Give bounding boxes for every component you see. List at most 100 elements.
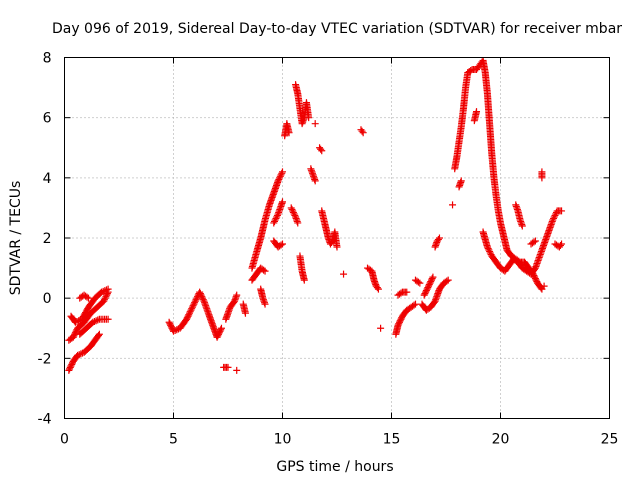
data-point — [165, 318, 173, 326]
data-point — [198, 293, 206, 301]
data-point — [317, 145, 325, 153]
data-point — [215, 330, 223, 338]
data-point — [318, 147, 326, 155]
data-point — [429, 273, 437, 281]
data-point — [558, 240, 566, 248]
data-point — [170, 327, 177, 335]
y-tick-label: -2 — [38, 351, 52, 367]
data-point — [395, 320, 403, 328]
data-point — [434, 236, 442, 244]
data-point — [443, 277, 451, 285]
data-point — [294, 219, 302, 227]
data-point — [411, 300, 419, 308]
data-point — [217, 326, 225, 334]
y-tick-label: -4 — [38, 412, 52, 428]
data-point — [92, 317, 100, 325]
data-point — [224, 363, 232, 371]
data-point — [214, 332, 222, 340]
data-point — [289, 208, 297, 216]
data-point — [261, 267, 269, 275]
data-point — [484, 245, 492, 253]
data-point — [70, 332, 78, 340]
data-point — [422, 288, 430, 296]
data-point — [73, 317, 81, 325]
y-tick-label: 4 — [43, 171, 52, 187]
data-point — [358, 127, 366, 135]
data-point — [424, 284, 432, 292]
data-point — [72, 327, 80, 335]
data-point — [550, 213, 558, 221]
data-point — [74, 351, 82, 359]
data-point — [485, 246, 493, 254]
y-tick-label: 6 — [43, 111, 52, 127]
data-point — [187, 306, 195, 314]
data-point — [216, 327, 224, 335]
chart-title: Day 096 of 2019, Sidereal Day-to-day VTE… — [52, 21, 622, 37]
data-point — [427, 278, 435, 286]
data-point — [192, 296, 200, 304]
data-point — [374, 285, 382, 293]
data-point — [531, 275, 539, 283]
data-point — [71, 318, 79, 326]
data-point — [444, 276, 452, 284]
data-point — [410, 301, 418, 309]
x-axis-label: GPS time / hours — [276, 459, 393, 475]
data-point — [279, 198, 286, 206]
data-point — [184, 312, 192, 320]
data-point — [277, 241, 285, 249]
data-point — [274, 177, 282, 185]
data-point — [185, 311, 193, 319]
data-point — [185, 309, 193, 317]
data-point — [197, 291, 205, 299]
data-point — [66, 363, 74, 371]
data-point — [377, 324, 385, 332]
data-point — [102, 286, 110, 294]
data-point — [333, 243, 341, 251]
data-point — [394, 321, 402, 329]
data-point — [486, 249, 494, 257]
data-point — [473, 108, 481, 116]
data-point — [171, 327, 179, 335]
data-point — [233, 366, 241, 374]
data-point — [199, 294, 207, 302]
data-point — [67, 362, 75, 370]
data-point — [196, 288, 204, 296]
data-point — [75, 317, 83, 325]
data-point — [75, 351, 83, 359]
data-point — [101, 287, 109, 295]
data-point — [190, 300, 198, 308]
data-point — [449, 201, 457, 209]
data-point — [273, 213, 281, 221]
data-point — [289, 207, 297, 215]
data-point — [77, 350, 85, 358]
data-point — [95, 331, 103, 339]
data-point — [277, 171, 285, 179]
data-point — [311, 120, 319, 128]
data-point — [102, 293, 110, 301]
data-point — [65, 366, 73, 374]
data-point — [531, 273, 539, 281]
data-point — [551, 211, 559, 219]
x-tick-label: 20 — [492, 432, 510, 448]
data-point — [186, 308, 194, 316]
data-point — [285, 129, 293, 137]
data-point — [191, 299, 199, 307]
data-point — [261, 300, 269, 308]
data-point — [278, 169, 286, 177]
data-point — [100, 297, 108, 305]
data-point — [271, 216, 279, 224]
y-tick-label: 0 — [43, 291, 52, 307]
data-point — [217, 324, 225, 332]
data-point — [270, 219, 278, 227]
data-point — [166, 320, 174, 328]
data-point — [426, 279, 434, 287]
x-tick-label: 25 — [601, 432, 619, 448]
data-point — [89, 318, 97, 326]
data-point — [167, 321, 175, 329]
data-point — [291, 211, 299, 219]
data-point — [538, 174, 546, 182]
data-point — [271, 217, 279, 225]
data-point — [69, 333, 77, 341]
data-point — [84, 294, 92, 302]
